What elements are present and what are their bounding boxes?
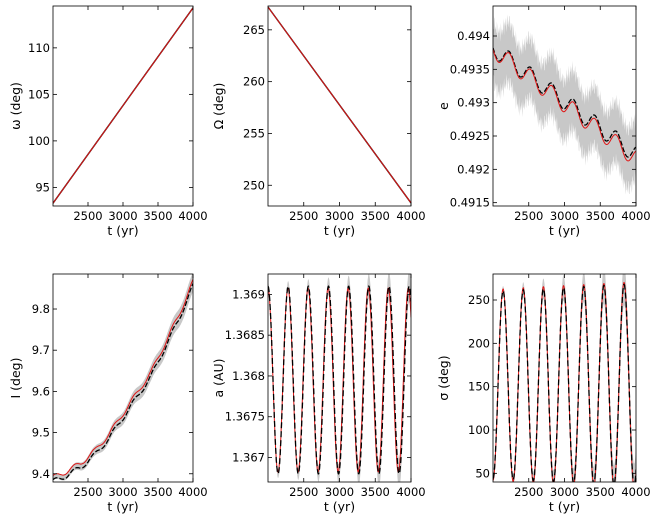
plot-area bbox=[268, 6, 411, 204]
model-series bbox=[493, 281, 636, 482]
x-tick-label: 4000 bbox=[621, 485, 650, 499]
panel-omega: 2500 3000 3500 4000 95 100 105 110 t (yr) ω (deg) bbox=[8, 5, 208, 238]
y-tick-label: 0.4925 bbox=[450, 129, 490, 143]
y-tick-label: 50 bbox=[475, 466, 490, 480]
x-tick-label: 3500 bbox=[361, 485, 390, 499]
model-series bbox=[268, 287, 411, 473]
x-tick-label: 4000 bbox=[396, 209, 425, 223]
y-axis-label: e bbox=[436, 102, 451, 110]
y-tick-label: 0.4915 bbox=[450, 196, 490, 210]
y-tick-label: 250 bbox=[468, 293, 490, 307]
plot-area bbox=[53, 274, 193, 481]
y-tick-label: 150 bbox=[468, 380, 490, 394]
panel-inclination: 2500 3000 3500 4000 9.4 9.5 9.6 9.7 9.8 t (yr) I (… bbox=[8, 273, 208, 514]
y-tick-label: 9.4 bbox=[32, 467, 50, 481]
x-tick-label: 4000 bbox=[396, 485, 425, 499]
x-axis-label: t (yr) bbox=[324, 499, 355, 514]
y-tick-label: 0.494 bbox=[457, 29, 490, 43]
x-tick-label: 2500 bbox=[289, 209, 318, 223]
panel-eccentricity: 2500 3000 3500 4000 0.4915 0.492 0.4925 0.493 0.… bbox=[436, 5, 651, 238]
y-tick-label: 105 bbox=[28, 87, 50, 101]
x-axis-label: t (yr) bbox=[324, 223, 355, 238]
mean-series bbox=[268, 285, 411, 475]
mean-series bbox=[493, 283, 636, 482]
x-tick-label: 4000 bbox=[178, 209, 207, 223]
model-series bbox=[493, 49, 636, 162]
axes-frame bbox=[52, 273, 194, 483]
x-tick-label: 3500 bbox=[361, 209, 390, 223]
x-axis-label: t (yr) bbox=[107, 499, 138, 514]
model-series bbox=[53, 7, 193, 204]
y-tick-label: 95 bbox=[35, 180, 50, 194]
y-axis-label: a (AU) bbox=[211, 358, 226, 397]
x-tick-label: 2500 bbox=[73, 209, 102, 223]
x-tick-label: 4000 bbox=[178, 485, 207, 499]
y-tick-label: 9.6 bbox=[32, 384, 50, 398]
axes-frame bbox=[267, 273, 412, 483]
x-axis-label: t (yr) bbox=[549, 223, 580, 238]
x-tick-label: 3000 bbox=[550, 209, 579, 223]
x-tick-label: 3000 bbox=[108, 209, 137, 223]
x-tick-label: 2500 bbox=[514, 209, 543, 223]
x-tick-label: 2500 bbox=[514, 485, 543, 499]
y-tick-label: 255 bbox=[243, 126, 265, 140]
x-tick-label: 3000 bbox=[325, 209, 354, 223]
plot-area bbox=[268, 274, 411, 482]
y-tick-label: 1.367 bbox=[232, 451, 265, 465]
x-tick-label: 3500 bbox=[143, 485, 172, 499]
y-tick-label: 0.4935 bbox=[450, 62, 490, 76]
x-axis-label: t (yr) bbox=[549, 499, 580, 514]
x-tick-label: 2500 bbox=[73, 485, 102, 499]
plot-area bbox=[493, 14, 636, 195]
panel-Omega: 2500 3000 3500 4000 250 255 260 265 t (yr) Ω (deg… bbox=[211, 5, 426, 238]
envelope-band bbox=[493, 274, 636, 482]
y-tick-label: 100 bbox=[468, 423, 490, 437]
mean-series bbox=[493, 47, 636, 158]
y-tick-label: 1.3685 bbox=[225, 328, 265, 342]
y-tick-label: 265 bbox=[243, 23, 265, 37]
x-axis-label: t (yr) bbox=[107, 223, 138, 238]
y-tick-label: 250 bbox=[243, 178, 265, 192]
plot-area bbox=[53, 7, 193, 204]
y-tick-label: 1.3675 bbox=[225, 410, 265, 424]
y-tick-label: 1.368 bbox=[232, 369, 265, 383]
y-tick-label: 200 bbox=[468, 336, 490, 350]
y-tick-label: 9.5 bbox=[32, 426, 50, 440]
model-series bbox=[268, 6, 411, 204]
x-tick-label: 3500 bbox=[586, 209, 615, 223]
x-tick-label: 3500 bbox=[586, 485, 615, 499]
x-tick-label: 3000 bbox=[325, 485, 354, 499]
y-tick-label: 260 bbox=[243, 75, 265, 89]
y-axis-label: Ω (deg) bbox=[211, 83, 226, 130]
y-tick-label: 110 bbox=[28, 41, 50, 55]
plot-area bbox=[493, 274, 636, 482]
envelope-band bbox=[493, 14, 636, 195]
x-tick-label: 3500 bbox=[143, 209, 172, 223]
y-tick-label: 9.7 bbox=[32, 343, 50, 357]
x-tick-label: 3000 bbox=[550, 485, 579, 499]
y-tick-label: 0.492 bbox=[457, 162, 490, 176]
y-axis-label: I (deg) bbox=[8, 358, 23, 399]
model-series bbox=[53, 279, 193, 476]
x-tick-label: 3000 bbox=[108, 485, 137, 499]
y-tick-label: 0.493 bbox=[457, 96, 490, 110]
y-tick-label: 100 bbox=[28, 134, 50, 148]
y-axis-label: σ (deg) bbox=[436, 355, 451, 400]
x-tick-label: 2500 bbox=[289, 485, 318, 499]
y-axis-label: ω (deg) bbox=[8, 82, 23, 130]
axes-frame bbox=[492, 273, 637, 483]
panel-semimajor-axis: 2500 3000 3500 4000 1.367 1.3675 1.368 1.3685 1.… bbox=[211, 273, 426, 514]
y-tick-label: 9.8 bbox=[32, 302, 50, 316]
x-tick-label: 4000 bbox=[621, 209, 650, 223]
y-tick-label: 1.369 bbox=[232, 287, 265, 301]
envelope-band bbox=[53, 274, 193, 481]
mean-series bbox=[53, 283, 193, 481]
panel-sigma: 2500 3000 3500 4000 50 100 150 200 250 t (yr) σ (d… bbox=[436, 273, 651, 514]
